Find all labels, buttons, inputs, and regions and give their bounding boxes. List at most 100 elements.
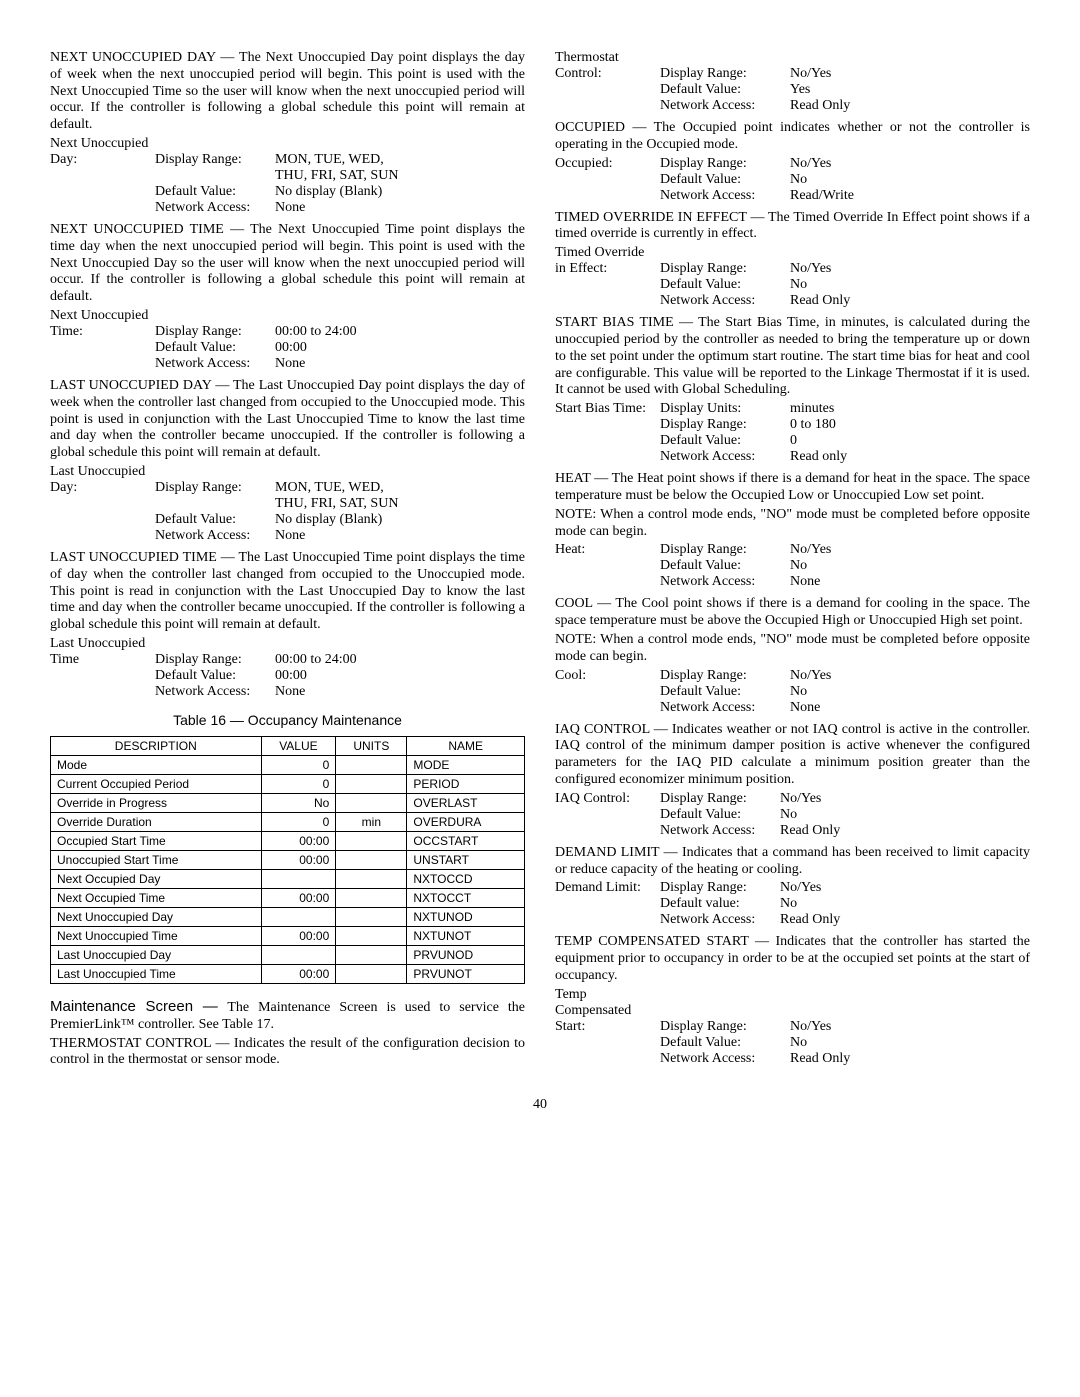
table-cell: 00:00 <box>261 964 336 983</box>
network-access-value: None <box>275 356 525 372</box>
table-cell: Override in Progress <box>51 793 262 812</box>
default-value-label: Default Value: <box>155 512 275 528</box>
display-range-value: No/Yes <box>790 156 1030 172</box>
display-range-value: No/Yes <box>790 1019 1030 1035</box>
last-unoccupied-day-desc: LAST UNOCCUPIED DAY — The Last Unoccupie… <box>50 378 525 462</box>
thermostat-control-desc: THERMOSTAT CONTROL — Indicates the resul… <box>50 1036 525 1070</box>
network-access-label: Network Access: <box>660 188 790 204</box>
next-unoccupied-day-desc: NEXT UNOCCUPIED DAY — The Next Unoccupie… <box>50 50 525 134</box>
display-range-label: Display Range: <box>155 152 275 168</box>
network-access-value: None <box>275 528 525 544</box>
display-range-value: No/Yes <box>780 880 1030 896</box>
table-cell <box>336 755 407 774</box>
display-range-value2: THU, FRI, SAT, SUN <box>275 496 525 512</box>
timed-override-desc: TIMED OVERRIDE IN EFFECT — The Timed Ove… <box>555 210 1030 244</box>
table-row: Occupied Start Time00:00OCCSTART <box>51 831 525 850</box>
table-cell: Last Unoccupied Day <box>51 945 262 964</box>
network-access-label: Network Access: <box>155 684 275 700</box>
table-cell: PRVUNOD <box>407 945 525 964</box>
display-range-label: Display Range: <box>155 652 275 668</box>
table-header: VALUE <box>261 736 336 755</box>
occupancy-maintenance-table: DESCRIPTIONVALUEUNITSNAME Mode0MODECurre… <box>50 736 525 984</box>
network-access-label: Network Access: <box>660 293 790 309</box>
table-row: Mode0MODE <box>51 755 525 774</box>
network-access-label: Network Access: <box>155 200 275 216</box>
display-range-value: No/Yes <box>790 66 1030 82</box>
table-header: DESCRIPTION <box>51 736 262 755</box>
display-range-value: No/Yes <box>790 261 1030 277</box>
network-access-value: None <box>790 574 1030 590</box>
table-row: Next Occupied Time00:00NXTOCCT <box>51 888 525 907</box>
demand-limit-desc: DEMAND LIMIT — Indicates that a command … <box>555 845 1030 879</box>
display-range-label: Display Range: <box>660 791 780 807</box>
default-value: No <box>780 896 1030 912</box>
table-cell <box>336 850 407 869</box>
display-range-label: Display Range: <box>660 880 780 896</box>
table-cell: NXTUNOD <box>407 907 525 926</box>
start-bias-desc: START BIAS TIME — The Start Bias Time, i… <box>555 315 1030 399</box>
display-range-value: MON, TUE, WED, <box>275 152 525 168</box>
default-value: No <box>790 684 1030 700</box>
network-access-value: None <box>275 684 525 700</box>
table-cell <box>336 831 407 850</box>
network-access-label: Network Access: <box>660 912 780 928</box>
table-cell: Mode <box>51 755 262 774</box>
table-cell: Override Duration <box>51 812 262 831</box>
table-cell <box>261 869 336 888</box>
table-row: Override in ProgressNoOVERLAST <box>51 793 525 812</box>
table-header: UNITS <box>336 736 407 755</box>
network-access-value: Read only <box>790 449 1030 465</box>
display-range-label: Display Range: <box>660 156 790 172</box>
network-access-value: None <box>790 700 1030 716</box>
table-cell: NXTOCCT <box>407 888 525 907</box>
table-cell: Current Occupied Period <box>51 774 262 793</box>
next-unoccupied-day-label: Next Unoccupied <box>50 136 525 152</box>
temp-comp-label1b: Compensated <box>555 1003 1030 1019</box>
table-cell <box>261 945 336 964</box>
display-units-label: Display Units: <box>660 401 790 417</box>
display-units-value: minutes <box>790 401 1030 417</box>
default-value-label: Default Value: <box>155 340 275 356</box>
table-cell: Next Unoccupied Day <box>51 907 262 926</box>
temp-comp-label2: Start: <box>555 1019 660 1035</box>
default-value-label: Default Value: <box>660 807 780 823</box>
default-value: 00:00 <box>275 340 525 356</box>
iaq-label: IAQ Control: <box>555 791 660 807</box>
display-range-value: 00:00 to 24:00 <box>275 652 525 668</box>
maintenance-screen-heading: Maintenance Screen — <box>50 998 227 1015</box>
timed-override-label: Timed Override <box>555 245 1030 261</box>
network-access-label: Network Access: <box>660 1051 790 1067</box>
table-cell: NXTOCCD <box>407 869 525 888</box>
iaq-desc: IAQ CONTROL — Indicates weather or not I… <box>555 722 1030 789</box>
last-unoccupied-day-label: Last Unoccupied <box>50 464 525 480</box>
display-range-label: Display Range: <box>660 66 790 82</box>
default-value: No <box>790 277 1030 293</box>
network-access-label: Network Access: <box>660 823 780 839</box>
table-row: Override Duration0minOVERDURA <box>51 812 525 831</box>
table-cell <box>336 945 407 964</box>
table-cell: UNSTART <box>407 850 525 869</box>
table-cell: min <box>336 812 407 831</box>
table-cell <box>336 926 407 945</box>
table-cell: 0 <box>261 774 336 793</box>
cool-note: NOTE: When a control mode ends, "NO" mod… <box>555 632 1030 666</box>
table-cell: 00:00 <box>261 888 336 907</box>
right-column: Thermostat Control: Display Range: No/Ye… <box>555 50 1030 1073</box>
table-row: Last Unoccupied Day PRVUNOD <box>51 945 525 964</box>
table-cell: 0 <box>261 755 336 774</box>
display-range-label: Display Range: <box>660 1019 790 1035</box>
last-unoccupied-time-label: Last Unoccupied <box>50 636 525 652</box>
next-unoccupied-time-label: Next Unoccupied <box>50 308 525 324</box>
display-range-value: No/Yes <box>790 668 1030 684</box>
default-value: No <box>790 172 1030 188</box>
table-row: Unoccupied Start Time00:00UNSTART <box>51 850 525 869</box>
display-range-label: Display Range: <box>155 324 275 340</box>
temp-comp-label1: Temp <box>555 987 1030 1003</box>
default-value: 0 <box>790 433 1030 449</box>
display-range-value: 00:00 to 24:00 <box>275 324 525 340</box>
network-access-value: Read Only <box>780 912 1030 928</box>
table-cell: No <box>261 793 336 812</box>
display-range-value: No/Yes <box>790 542 1030 558</box>
display-range-value: No/Yes <box>780 791 1030 807</box>
table-row: Current Occupied Period0PERIOD <box>51 774 525 793</box>
